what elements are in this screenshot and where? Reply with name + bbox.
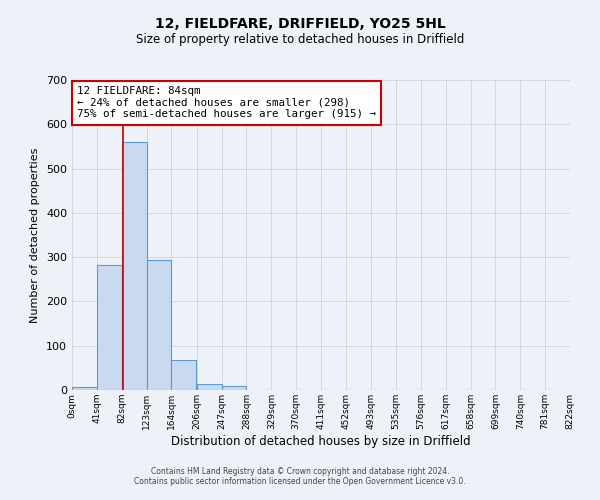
Bar (221, 386, 247, 390)
Bar (197, 384, 221, 390)
Bar (172, 360, 196, 390)
Y-axis label: Number of detached properties: Number of detached properties (31, 148, 40, 322)
Text: 12 FIELDFARE: 84sqm
← 24% of detached houses are smaller (298)
75% of semi-detac: 12 FIELDFARE: 84sqm ← 24% of detached ho… (77, 86, 376, 120)
Bar (146, 260, 172, 390)
Text: Contains HM Land Registry data © Crown copyright and database right 2024.: Contains HM Land Registry data © Crown c… (151, 467, 449, 476)
X-axis label: Distribution of detached houses by size in Driffield: Distribution of detached houses by size … (171, 434, 471, 448)
Text: Size of property relative to detached houses in Driffield: Size of property relative to detached ho… (136, 32, 464, 46)
Bar (122, 142, 146, 390)
Text: 12, FIELDFARE, DRIFFIELD, YO25 5HL: 12, FIELDFARE, DRIFFIELD, YO25 5HL (155, 18, 445, 32)
Text: Contains public sector information licensed under the Open Government Licence v3: Contains public sector information licen… (134, 477, 466, 486)
Bar (72, 387, 97, 390)
Bar (97, 265, 122, 390)
